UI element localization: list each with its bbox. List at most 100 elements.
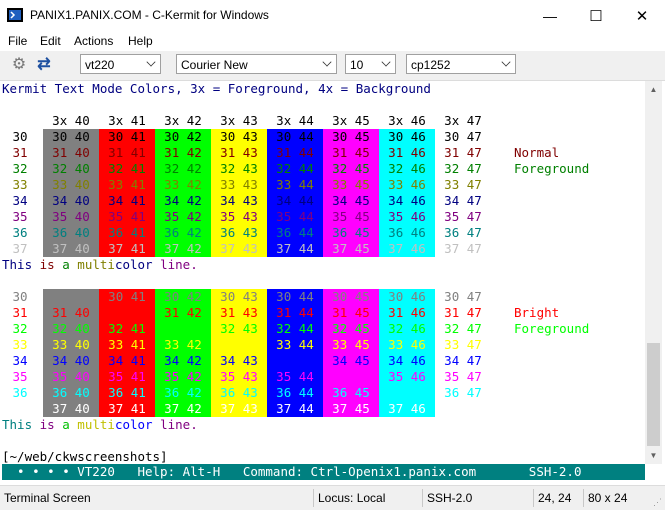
font-size-select[interactable]: 10 — [345, 54, 396, 74]
shell-prompt: [~/web/ckwscreenshots] — [2, 449, 168, 464]
charset-select[interactable]: cp1252 — [406, 54, 516, 74]
terminal-screen[interactable]: Kermit Text Mode Colors, 3x = Foreground… — [2, 81, 645, 464]
table-row: 30 30 40 30 41 30 42 30 43 30 44 30 45 30 46 30 … — [2, 289, 645, 305]
font-select[interactable]: Courier New — [176, 54, 337, 74]
row-label: 34 — [12, 193, 28, 208]
terminal-type-select[interactable]: vt220 — [80, 54, 161, 74]
row-label: 37 — [12, 401, 28, 416]
color-cell: 35 42 — [155, 209, 211, 225]
color-cell: 30 44 — [267, 129, 323, 145]
swap-arrows-icon[interactable]: ⇄ — [37, 56, 51, 73]
color-cell: 31 46 — [379, 145, 435, 161]
multicolor-line-bright: This is a multicolor line. — [2, 417, 198, 433]
color-cell: 34 43 — [211, 353, 267, 369]
color-cell: 30 40 — [43, 289, 99, 305]
color-cell: 36 44 — [267, 385, 323, 401]
table-row: 37 37 40 37 41 37 42 37 43 37 44 37 45 37 46 37 … — [2, 241, 645, 257]
row-label: 33 — [12, 177, 28, 192]
color-cell: 34 42 — [155, 193, 211, 209]
color-cell: 33 45 — [323, 177, 379, 193]
row-label: 30 — [12, 289, 28, 304]
status-divider — [422, 489, 423, 507]
table-row: 31 31 40 31 41 31 42 31 43 31 44 31 45 31 46 31 … — [2, 305, 645, 321]
color-cell: 37 41 — [99, 241, 155, 257]
color-cell: 36 43 — [211, 385, 267, 401]
scroll-up-icon[interactable]: ▲ — [649, 85, 658, 94]
color-cell: 35 46 — [379, 369, 435, 385]
terminal-type-value: vt220 — [85, 58, 115, 72]
minimize-button[interactable]: — — [527, 0, 573, 31]
foreground-label: Bright — [514, 305, 560, 320]
multicolor-word: a — [62, 257, 70, 272]
color-cell: 33 43 — [211, 177, 267, 193]
menu-actions[interactable]: Actions — [74, 34, 114, 48]
color-cell: 34 41 — [99, 193, 155, 209]
color-cell: 35 42 — [155, 369, 211, 385]
resize-grip-icon[interactable]: ⋰ — [653, 497, 662, 507]
scrollbar-thumb[interactable] — [647, 343, 660, 446]
color-cell: 33 41 — [99, 337, 155, 353]
menu-edit[interactable]: Edit — [40, 34, 61, 48]
status-cursor: 24, 24 — [538, 491, 572, 505]
close-button[interactable]: ✕ — [619, 0, 665, 31]
color-cell: 31 44 — [267, 145, 323, 161]
row-label: 31 — [12, 305, 28, 320]
scroll-down-icon[interactable]: ▼ — [649, 451, 658, 460]
vertical-scrollbar[interactable]: ▲ ▼ — [645, 81, 662, 464]
color-cell: 35 45 — [323, 209, 379, 225]
color-cell: 35 44 — [267, 369, 323, 385]
window-title: PANIX1.PANIX.COM - C-Kermit for Windows — [30, 8, 269, 22]
color-cell: 34 46 — [379, 353, 435, 369]
color-cell: 30 45 — [323, 289, 379, 305]
menu-file[interactable]: File — [8, 34, 28, 48]
color-cell: 37 47 — [444, 401, 482, 416]
multicolor-word: line. — [160, 417, 198, 432]
gear-icon[interactable]: ⚙ — [11, 56, 27, 73]
color-cell: 33 44 — [267, 337, 323, 353]
column-header: 3x 42 — [164, 113, 202, 128]
maximize-button[interactable]: ☐ — [573, 0, 619, 31]
color-cell: 32 40 — [43, 321, 99, 337]
multicolor-word — [153, 257, 161, 272]
charset-value: cp1252 — [411, 58, 451, 72]
row-label: 30 — [12, 129, 28, 144]
multicolor-word: color — [114, 257, 153, 272]
color-cell: 33 43 — [211, 337, 267, 353]
close-icon: ✕ — [635, 7, 649, 25]
title-bar: PANIX1.PANIX.COM - C-Kermit for Windows … — [0, 0, 665, 31]
color-cell: 30 44 — [267, 289, 323, 305]
menu-bar: File Edit Actions Help — [0, 31, 665, 51]
column-header: 3x 45 — [332, 113, 370, 128]
color-cell: 31 46 — [379, 305, 435, 321]
color-cell: 32 42 — [155, 321, 211, 337]
color-cell: 32 47 — [444, 321, 482, 336]
color-cell: 36 43 — [211, 225, 267, 241]
table-row: 33 33 40 33 41 33 42 33 43 33 44 33 45 33 46 33 … — [2, 337, 645, 353]
color-cell: 36 45 — [323, 225, 379, 241]
color-cell: 37 42 — [155, 401, 211, 417]
color-cell: 37 45 — [323, 241, 379, 257]
color-cell: 37 42 — [155, 241, 211, 257]
table-row: 36 36 40 36 41 36 42 36 43 36 44 36 45 36 46 36 … — [2, 385, 645, 401]
color-cell: 33 42 — [155, 337, 211, 353]
color-cell: 30 42 — [155, 129, 211, 145]
menu-help[interactable]: Help — [128, 34, 153, 48]
color-cell: 36 46 — [379, 385, 435, 401]
multicolor-word: is — [39, 257, 55, 272]
table-row: 30 30 40 30 41 30 42 30 43 30 44 30 45 30 46 30 … — [2, 129, 645, 145]
color-cell: 33 42 — [155, 177, 211, 193]
multicolor-word — [32, 257, 40, 272]
multicolor-word: multi — [77, 257, 115, 272]
color-cell: 32 46 — [379, 161, 435, 177]
color-cell: 36 47 — [444, 385, 482, 400]
kermit-app-icon[interactable] — [7, 8, 23, 22]
color-cell: 36 46 — [379, 225, 435, 241]
table-row: 32 32 40 32 41 32 42 32 43 32 44 32 45 32 46 32 … — [2, 321, 645, 337]
color-cell: 34 43 — [211, 193, 267, 209]
column-header: 3x 43 — [220, 113, 258, 128]
color-cell: 31 42 — [155, 305, 211, 321]
color-cell: 34 40 — [43, 193, 99, 209]
color-cell: 31 40 — [43, 305, 99, 321]
row-label: 33 — [12, 337, 28, 352]
color-cell: 32 45 — [323, 161, 379, 177]
